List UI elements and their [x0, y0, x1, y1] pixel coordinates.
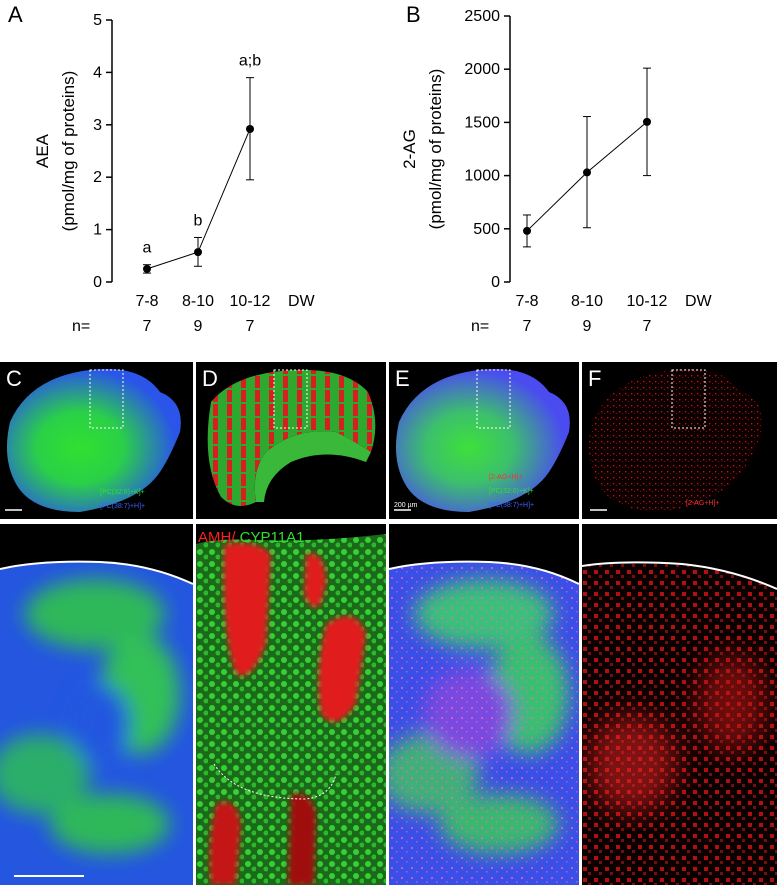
- x-tick-label: 8-10: [182, 293, 214, 310]
- panel-label-d: D: [202, 366, 218, 391]
- panel-d-overview: D: [196, 362, 386, 519]
- y-tick-label: 0: [491, 274, 500, 291]
- y-axis-unit: (pmol/mg of proteins): [426, 69, 445, 230]
- significance-label: b: [194, 212, 203, 229]
- stain-label-cyp11a1: CYP11A1: [235, 529, 305, 546]
- scale-bar-label: 200 µm: [394, 502, 418, 509]
- legend-c-pc320: [PC(32:0)+K]+: [100, 489, 145, 496]
- stain-label: AMH/ CYP11A1: [198, 530, 304, 545]
- n-value: 7: [246, 318, 255, 335]
- x-unit-label: DW: [685, 293, 713, 310]
- significance-label: a;b: [239, 53, 261, 70]
- legend-f-2ag: [2-AG+H]+: [686, 500, 720, 507]
- panel-c-overview: [PC(32:0)+K]+ [PC(38:7)+H]+ C: [0, 362, 193, 519]
- panel-label-a: A: [8, 2, 23, 27]
- n-value: 7: [523, 318, 532, 335]
- stain-label-amh: AMH/: [198, 529, 236, 546]
- y-tick-label: 3: [93, 117, 102, 134]
- y-tick-label: 1: [93, 222, 102, 239]
- panel-label-c: C: [6, 366, 22, 391]
- y-tick-label: 1000: [464, 168, 500, 185]
- x-tick-label: 7-8: [515, 293, 538, 310]
- y-tick-label: 500: [473, 221, 500, 238]
- chart-2ag: 0 500 1000 1500 2000 2500 7-8 7 8-10 9 10-12 7 DW n= 2…: [400, 8, 713, 335]
- chart-aea: 0 1 2 3 4 5 a b a;b 7-8 7 8-10 9 10-12 7 DW n= AEA (pmol/m…: [33, 12, 316, 335]
- n-label: n=: [471, 318, 489, 335]
- panel-f-zoom: [582, 524, 777, 885]
- x-tick-label: 10-12: [230, 293, 271, 310]
- panel-label-f: F: [588, 366, 602, 391]
- y-axis-label: 2-AG: [400, 129, 419, 169]
- data-point: [194, 248, 202, 257]
- data-point: [643, 117, 651, 126]
- legend-e-pc320: [PC(32:0)+K]+: [489, 488, 534, 495]
- panel-f-overview: [2-AG+H]+ F: [582, 362, 777, 519]
- data-point: [523, 226, 531, 235]
- y-tick-label: 2: [93, 169, 102, 186]
- y-tick-label: 1500: [464, 114, 500, 131]
- n-value: 7: [643, 318, 652, 335]
- x-tick-label: 7-8: [135, 293, 158, 310]
- x-unit-label: DW: [288, 293, 316, 310]
- n-label: n=: [72, 318, 90, 335]
- y-tick-label: 2000: [464, 61, 500, 78]
- panel-e-zoom: [389, 524, 579, 885]
- y-tick-label: 5: [93, 12, 102, 29]
- y-tick-label: 4: [93, 64, 102, 81]
- panel-e-overview: [2-AG+H]+ [PC(32:0)+K]+ [PC(38:7)+H]+ 20…: [389, 362, 579, 519]
- data-point: [246, 124, 254, 133]
- y-axis-label: AEA: [33, 133, 52, 168]
- charts-area: 0 1 2 3 4 5 a b a;b 7-8 7 8-10 9 10-12 7 DW n= AEA (pmol/m…: [33, 8, 713, 335]
- n-value: 9: [583, 318, 592, 335]
- panel-label-e: E: [395, 366, 410, 391]
- data-point: [583, 168, 591, 177]
- legend-e-pc387: [PC(38:7)+H]+: [489, 502, 535, 509]
- y-axis-unit: (pmol/mg of proteins): [59, 71, 78, 232]
- n-value: 9: [194, 318, 203, 335]
- y-tick-label: 2500: [464, 8, 500, 25]
- n-value: 7: [143, 318, 152, 335]
- data-point: [143, 264, 151, 273]
- significance-label: a: [143, 240, 152, 257]
- x-tick-label: 8-10: [571, 293, 603, 310]
- legend-c-pc387: [PC(38:7)+H]+: [100, 503, 146, 510]
- legend-e-2ag: [2-AG+H]+: [489, 474, 523, 481]
- panel-c-zoom: [0, 524, 193, 885]
- y-tick-label: 0: [93, 274, 102, 291]
- panel-label-b: B: [406, 2, 421, 27]
- x-tick-label: 10-12: [627, 293, 668, 310]
- panel-d-zoom: AMH/ CYP11A1: [196, 524, 386, 885]
